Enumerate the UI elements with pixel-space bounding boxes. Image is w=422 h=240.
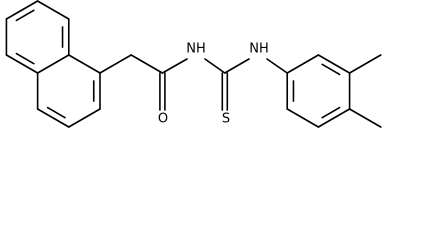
bond <box>15 9 35 22</box>
bond <box>266 58 289 74</box>
bond <box>317 54 351 74</box>
bond <box>36 108 70 128</box>
bond <box>36 54 70 74</box>
bond <box>224 58 250 74</box>
bond <box>286 54 320 74</box>
atom-label: NH <box>186 42 206 57</box>
bond <box>99 54 132 74</box>
bond <box>36 0 70 20</box>
bond <box>317 108 351 128</box>
bond <box>5 54 39 74</box>
bond <box>348 108 382 128</box>
bond <box>5 0 39 20</box>
atom-label: S <box>222 112 230 127</box>
bond <box>68 108 101 128</box>
bond <box>286 108 320 128</box>
bond <box>15 52 35 65</box>
bond <box>46 106 66 119</box>
bond <box>348 54 382 74</box>
bond <box>321 63 341 76</box>
bond <box>161 58 188 74</box>
bond <box>68 54 101 74</box>
atom-label: O <box>158 112 168 127</box>
bonds <box>5 0 382 128</box>
molecule-diagram: NH O NH S <box>5 0 382 128</box>
atom-label: NH <box>249 42 269 57</box>
bond <box>321 106 341 119</box>
bond <box>130 54 164 74</box>
bond <box>204 58 226 74</box>
